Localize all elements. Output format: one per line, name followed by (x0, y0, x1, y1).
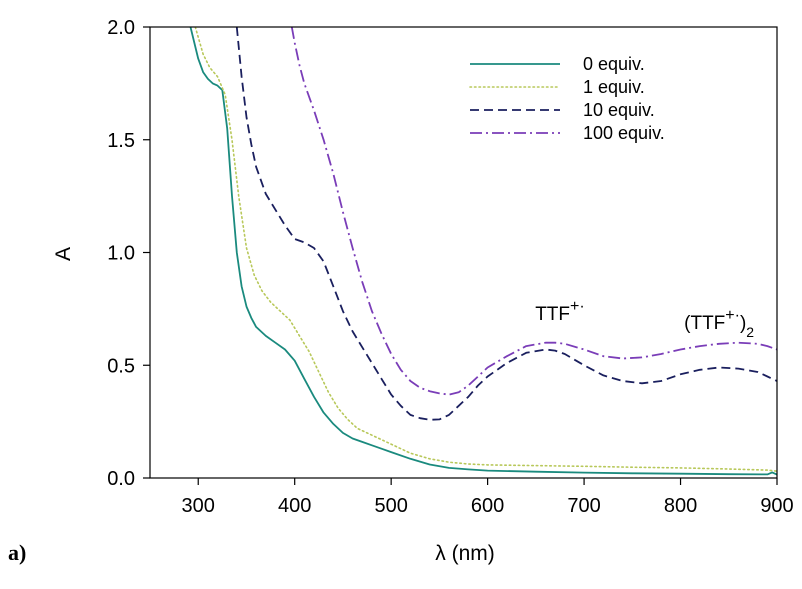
legend-label-3: 100 equiv. (583, 123, 665, 143)
legend: 0 equiv. 1 equiv. 10 equiv. 100 equiv. (469, 54, 665, 143)
legend-label-1: 1 equiv. (583, 77, 645, 97)
x-tick-label: 600 (471, 495, 504, 517)
x-tick-label: 800 (664, 495, 697, 517)
legend-label-0: 0 equiv. (583, 54, 645, 74)
peak-annotation-0: TTF+· (535, 298, 585, 325)
annotations: TTF+· (TTF+·)2 (535, 298, 754, 340)
x-tick-label: 400 (278, 495, 311, 517)
plot-frame (149, 26, 778, 479)
y-tick-label: 0.5 (107, 355, 135, 377)
ticks-layer: 300 400 500 600 700 800 900 0.0 0.5 1.0 1.5 2.0 (107, 17, 794, 517)
y-tick-label: 0.0 (107, 468, 135, 490)
series-line-3 (290, 27, 777, 396)
series-line-0 (189, 27, 777, 476)
x-tick-label: 500 (374, 495, 407, 517)
y-tick-label: 1.0 (107, 243, 135, 265)
y-tick-label: 1.5 (107, 130, 135, 152)
series-line-1 (194, 27, 777, 472)
legend-label-2: 10 equiv. (583, 100, 655, 120)
y-axis-title: A (52, 247, 75, 261)
x-tick-label: 700 (567, 495, 600, 517)
panel-label: a) (8, 540, 26, 565)
y-tick-label: 2.0 (107, 17, 135, 39)
series-line-2 (235, 27, 777, 421)
x-tick-label: 900 (760, 495, 793, 517)
x-axis-title: λ (nm) (435, 542, 495, 565)
x-tick-label: 300 (182, 495, 215, 517)
peak-annotation-1: (TTF+·)2 (684, 307, 754, 340)
series-layer (189, 27, 777, 476)
